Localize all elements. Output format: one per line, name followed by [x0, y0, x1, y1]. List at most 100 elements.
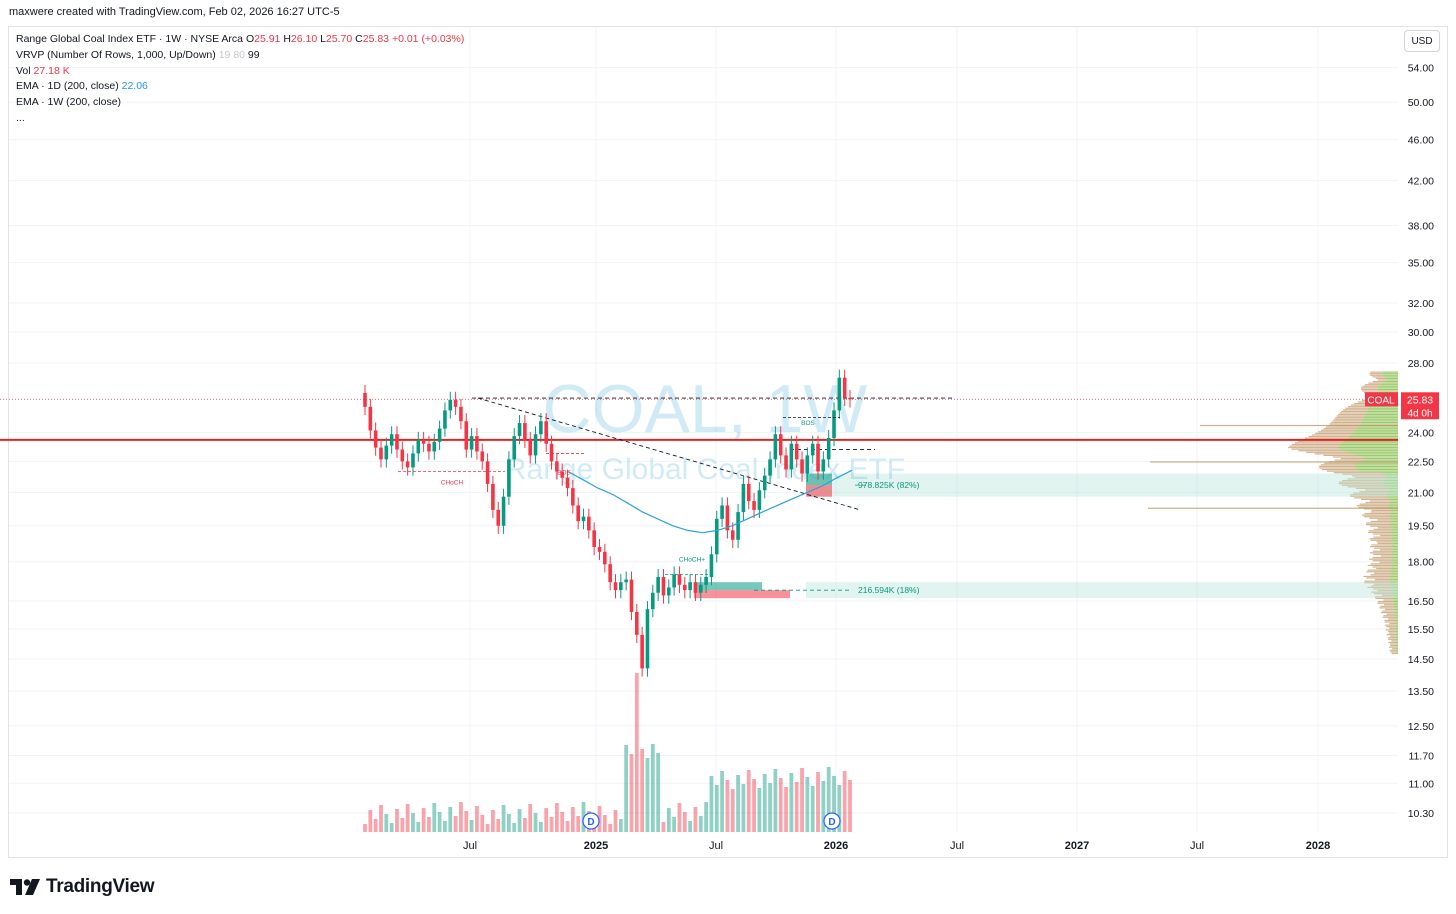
vp-row-up: [1389, 523, 1398, 526]
vp-row-down: [1389, 643, 1396, 645]
vp-row-down: [1384, 621, 1395, 623]
volume-bar: [389, 823, 394, 832]
vp-row-up: [1346, 437, 1398, 439]
candlesticks: [363, 369, 852, 677]
candle-body: [421, 439, 426, 444]
currency-button[interactable]: USD: [1404, 30, 1440, 52]
vp-row-down: [1381, 611, 1394, 614]
vp-row-down: [1391, 640, 1397, 642]
candle-body: [816, 443, 820, 472]
volume-bar: [725, 780, 730, 832]
volume-bar: [704, 802, 708, 832]
vp-row-down: [1298, 440, 1344, 442]
vp-row-down: [1343, 409, 1368, 411]
candle-body: [725, 505, 730, 531]
vp-row-down: [1372, 566, 1392, 568]
volume-bar: [570, 807, 575, 832]
vp-row-up: [1362, 456, 1398, 458]
vp-row-down: [1370, 545, 1392, 548]
volume-bar: [613, 810, 618, 832]
vp-row-up: [1357, 462, 1398, 464]
bos2-label: BOS: [801, 420, 815, 427]
vp-row-down: [1391, 652, 1397, 655]
vp-row-down: [1373, 572, 1392, 574]
vol-row[interactable]: Vol 27.18 K: [16, 64, 464, 80]
ohlc-open: 25.91: [254, 33, 281, 45]
vp-row-up: [1396, 644, 1398, 647]
vp-row-up: [1396, 635, 1398, 637]
candle-body: [475, 436, 479, 452]
vp-row-up: [1395, 646, 1398, 648]
volume-bar: [464, 811, 469, 832]
vp-row-down: [1332, 420, 1363, 422]
volume-bar: [832, 776, 836, 832]
ema2-row[interactable]: EMA · 1W (200, close): [16, 95, 464, 111]
vp-row-up: [1391, 553, 1398, 556]
candle-body: [693, 582, 698, 593]
choch-label: CHoCH: [441, 479, 464, 486]
watermark-name: Range Global Coal Index ETF: [505, 453, 905, 486]
vp-row-up: [1394, 610, 1398, 612]
price-tick-label: 18.00: [1408, 557, 1434, 569]
dividend-marker-icon: [823, 812, 841, 830]
volume-bar: [821, 781, 826, 832]
vp-row-up: [1384, 473, 1398, 475]
vp-row-up: [1387, 497, 1398, 499]
ema1-row[interactable]: EMA · 1D (200, close) 22.06: [16, 79, 464, 95]
candle-body: [581, 516, 586, 522]
vp-row-down: [1380, 555, 1394, 557]
time-tick-label: Jul: [463, 840, 477, 852]
vp-row-down: [1354, 497, 1388, 499]
vp-row-down: [1345, 407, 1370, 409]
candle-body: [555, 461, 559, 472]
candle-body: [635, 611, 639, 635]
vp-row-up: [1390, 517, 1398, 519]
vp-row-down: [1380, 605, 1394, 607]
vp-row-down: [1347, 406, 1371, 408]
candle-body: [384, 445, 389, 460]
candle-body: [576, 505, 580, 522]
vp-row-up: [1365, 413, 1398, 416]
vp-row-up: [1385, 486, 1398, 488]
vp-row-down: [1342, 479, 1385, 482]
vrvp-row[interactable]: VRVP (Number Of Rows, 1,000, Up/Down) 19…: [16, 48, 464, 64]
price-tick-label: 11.70: [1409, 751, 1435, 763]
volume-bar: [677, 803, 682, 832]
candle-body: [656, 576, 660, 593]
candle-body: [485, 461, 490, 484]
vp-row-down: [1386, 633, 1396, 636]
vp-row-up: [1363, 459, 1398, 461]
vp-row-up: [1390, 571, 1398, 573]
vp-row-up: [1391, 520, 1398, 523]
vp-row-up: [1387, 476, 1398, 479]
vp-row-up: [1382, 373, 1398, 375]
volume-bar: [522, 818, 527, 832]
ohlc-high-label: H: [283, 33, 291, 45]
vp-row-up: [1384, 479, 1398, 482]
vp-row-down: [1320, 464, 1356, 466]
volume-bar: [672, 817, 677, 832]
vp-row-up: [1365, 412, 1398, 414]
volume-bar: [496, 819, 501, 832]
vp-row-up: [1356, 468, 1398, 471]
candle-body: [736, 512, 740, 540]
symbol-row[interactable]: Range Global Coal Index ETF · 1W · NYSE …: [16, 32, 464, 48]
candle-body: [800, 459, 804, 474]
vp-row-up: [1390, 531, 1398, 534]
more-indicators[interactable]: ...: [16, 111, 464, 127]
vp-row-down: [1373, 588, 1392, 590]
candle-body: [437, 428, 442, 442]
vp-row-up: [1352, 453, 1398, 455]
vp-row-up: [1347, 451, 1398, 453]
candle-body: [661, 576, 666, 596]
tradingview-logo[interactable]: TradingView: [10, 876, 155, 898]
vp-row-up: [1394, 615, 1398, 617]
vp-row-up: [1394, 594, 1398, 596]
candle-body: [507, 459, 511, 497]
volume-bar: [432, 803, 437, 832]
vp-row-down: [1372, 550, 1392, 552]
vp-row-down: [1380, 534, 1394, 537]
vp-row-down: [1370, 563, 1392, 565]
vp-row-down: [1362, 390, 1379, 392]
